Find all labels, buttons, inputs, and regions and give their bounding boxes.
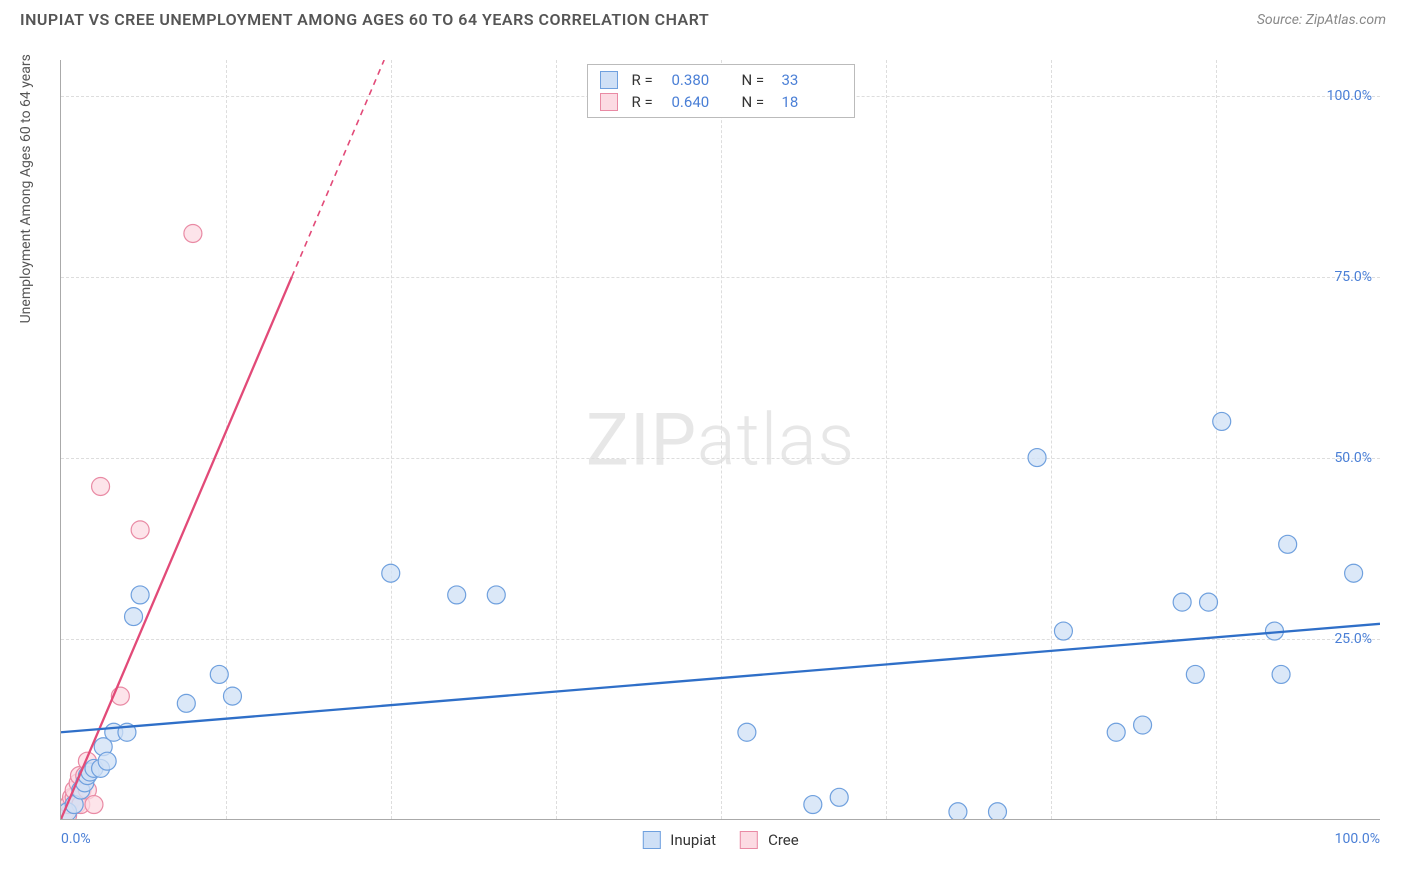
- scatter-point: [61, 806, 77, 819]
- scatter-point: [125, 608, 143, 626]
- swatch-cree: [600, 93, 618, 111]
- y-tick-label: 100.0%: [1327, 88, 1372, 104]
- scatter-point: [63, 788, 81, 806]
- swatch-inupiat-bottom: [642, 831, 660, 849]
- scatter-point: [1186, 665, 1204, 683]
- y-tick-label: 50.0%: [1334, 450, 1372, 466]
- scatter-point: [1272, 665, 1290, 683]
- trend-line: [292, 60, 384, 277]
- scatter-point: [78, 781, 96, 799]
- swatch-inupiat: [600, 71, 618, 89]
- v-gridline: [721, 60, 722, 819]
- scatter-point: [1345, 564, 1363, 582]
- scatter-point: [65, 781, 83, 799]
- scatter-point: [804, 796, 822, 814]
- source-attribution: Source: ZipAtlas.com: [1257, 12, 1386, 28]
- stats-row-inupiat: R = 0.380 N = 33: [600, 69, 842, 91]
- stats-row-cree: R = 0.640 N = 18: [600, 91, 842, 113]
- scatter-point: [1200, 593, 1218, 611]
- scatter-point: [105, 723, 123, 741]
- scatter-point: [830, 788, 848, 806]
- scatter-point: [61, 803, 77, 819]
- n-value-inupiat: 33: [782, 71, 842, 89]
- scatter-point: [184, 224, 202, 242]
- scatter-point: [1107, 723, 1125, 741]
- y-axis-label: Unemployment Among Ages 60 to 64 years: [18, 54, 34, 323]
- scatter-point: [65, 796, 83, 814]
- scatter-point: [1173, 593, 1191, 611]
- trend-line: [61, 277, 292, 819]
- scatter-point: [70, 767, 88, 785]
- r-value-inupiat: 0.380: [672, 71, 732, 89]
- legend-item-cree: Cree: [740, 831, 799, 849]
- scatter-point: [76, 774, 94, 792]
- scatter-point: [98, 752, 116, 770]
- scatter-point: [92, 477, 110, 495]
- scatter-point: [68, 796, 86, 814]
- scatter-point: [72, 796, 90, 814]
- scatter-point: [69, 774, 87, 792]
- v-gridline: [391, 60, 392, 819]
- scatter-point: [78, 767, 96, 785]
- series-legend: Inupiat Cree: [642, 831, 798, 849]
- plot-area: ZIPatlas R = 0.380 N = 33 R = 0.640 N = …: [60, 60, 1380, 820]
- x-tick-label: 100.0%: [1335, 831, 1380, 847]
- chart-title: INUPIAT VS CREE UNEMPLOYMENT AMONG AGES …: [20, 10, 709, 29]
- chart-container: Unemployment Among Ages 60 to 64 years Z…: [50, 60, 1390, 840]
- r-label: R =: [632, 71, 662, 89]
- scatter-point: [111, 687, 129, 705]
- watermark-zip: ZIP: [586, 397, 697, 482]
- y-tick-label: 25.0%: [1334, 631, 1372, 647]
- y-tick-label: 75.0%: [1334, 269, 1372, 285]
- scatter-point: [72, 781, 90, 799]
- n-label: N =: [742, 71, 772, 89]
- legend-item-inupiat: Inupiat: [642, 831, 716, 849]
- scatter-point: [61, 803, 74, 819]
- scatter-point: [118, 723, 136, 741]
- swatch-cree-bottom: [740, 831, 758, 849]
- scatter-point: [65, 788, 83, 806]
- scatter-point: [988, 803, 1006, 819]
- scatter-point: [78, 752, 96, 770]
- v-gridline: [556, 60, 557, 819]
- n-value-cree: 18: [782, 93, 842, 111]
- scatter-point: [76, 767, 94, 785]
- stats-legend: R = 0.380 N = 33 R = 0.640 N = 18: [587, 64, 855, 118]
- legend-label-cree: Cree: [768, 831, 799, 849]
- scatter-point: [131, 586, 149, 604]
- scatter-point: [1134, 716, 1152, 734]
- scatter-point: [1279, 535, 1297, 553]
- legend-label-inupiat: Inupiat: [670, 831, 716, 849]
- r-value-cree: 0.640: [672, 93, 732, 111]
- scatter-point: [487, 586, 505, 604]
- scatter-point: [448, 586, 466, 604]
- scatter-point: [85, 796, 103, 814]
- scatter-point: [949, 803, 967, 819]
- v-gridline: [226, 60, 227, 819]
- v-gridline: [886, 60, 887, 819]
- scatter-point: [73, 781, 91, 799]
- scatter-point: [81, 763, 99, 781]
- scatter-point: [94, 738, 112, 756]
- v-gridline: [1051, 60, 1052, 819]
- scatter-point: [177, 694, 195, 712]
- scatter-point: [1265, 622, 1283, 640]
- scatter-point: [738, 723, 756, 741]
- scatter-point: [131, 521, 149, 539]
- x-tick-label: 0.0%: [61, 831, 91, 847]
- n-label: N =: [742, 93, 772, 111]
- scatter-point: [61, 796, 78, 814]
- scatter-point: [1054, 622, 1072, 640]
- scatter-point: [85, 759, 103, 777]
- v-gridline: [1216, 60, 1217, 819]
- scatter-point: [92, 759, 110, 777]
- r-label: R =: [632, 93, 662, 111]
